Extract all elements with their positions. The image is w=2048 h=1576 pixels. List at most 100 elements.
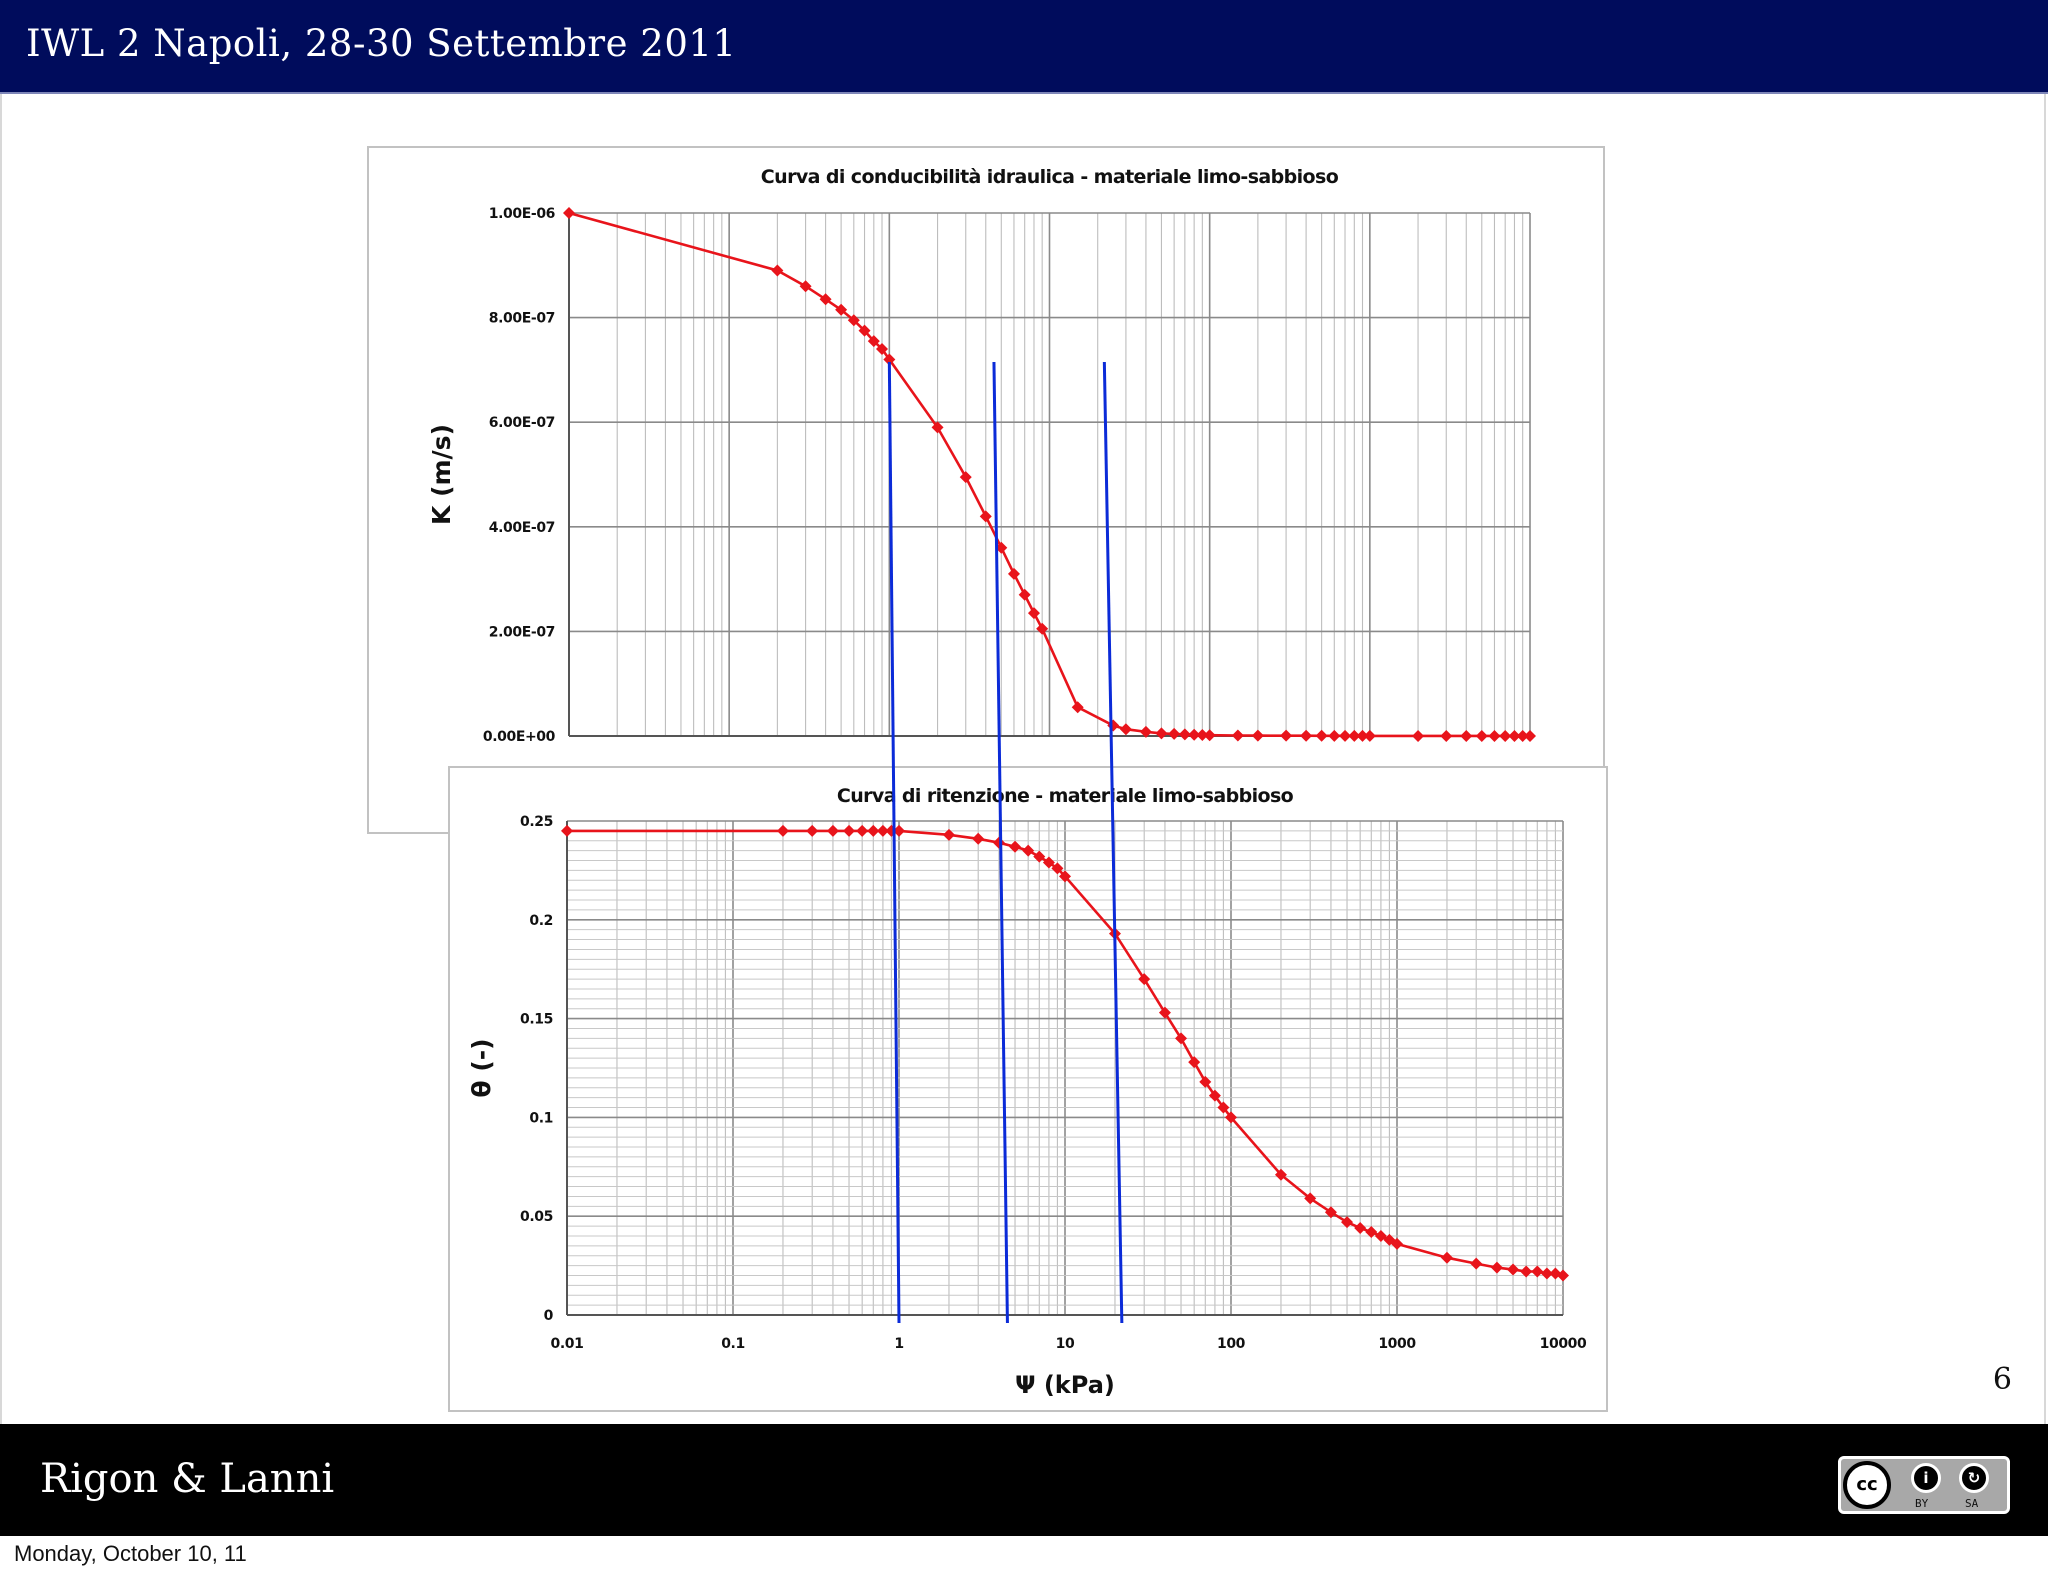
data-point — [1027, 607, 1040, 620]
data-point — [1304, 1192, 1317, 1205]
data-point — [1009, 840, 1022, 853]
sa-label: SA — [1965, 1497, 1979, 1510]
page-number: 6 — [1992, 1362, 2012, 1397]
data-point — [1440, 729, 1453, 742]
data-point — [1365, 1226, 1378, 1239]
data-point — [1440, 1251, 1453, 1264]
slide-title: IWL 2 Napoli, 28-30 Settembre 2011 — [26, 22, 737, 65]
data-point — [856, 824, 869, 837]
data-point — [1059, 870, 1071, 883]
data-point — [1168, 727, 1181, 740]
data-point — [1508, 729, 1521, 742]
x-tick-label: 1 — [894, 1336, 903, 1352]
data-point — [776, 824, 789, 837]
data-point — [1042, 856, 1055, 869]
marker-line — [992, 361, 1009, 1324]
data-point — [931, 421, 944, 434]
x-tick-label: 100 — [1217, 1336, 1246, 1352]
cc-by-sa-license-badge[interactable]: cc i ↻ BY SA — [1838, 1456, 2010, 1514]
date-text: Monday, October 10, 11 — [14, 1541, 247, 1566]
data-point — [959, 471, 972, 484]
data-point — [1158, 1006, 1171, 1019]
y-tick-label: 6.00E-07 — [489, 415, 555, 431]
data-point — [1531, 1265, 1544, 1278]
x-tick-label: 0.01 — [551, 1336, 584, 1352]
y-tick-label: 1.00E-06 — [489, 206, 555, 222]
data-point — [1339, 729, 1352, 742]
data-point — [1231, 729, 1244, 742]
x-tick-label: 0.1 — [721, 1336, 745, 1352]
data-point — [1036, 622, 1049, 635]
data-point — [1516, 729, 1529, 742]
data-point — [843, 824, 856, 837]
data-point — [561, 824, 573, 837]
data-point — [972, 832, 985, 845]
data-point — [847, 314, 860, 327]
data-point — [1203, 729, 1216, 742]
data-point — [1540, 1267, 1553, 1280]
data-point — [1470, 1257, 1483, 1270]
data-point — [1225, 1111, 1237, 1124]
data-point — [1363, 729, 1376, 742]
data-point — [1280, 729, 1293, 742]
by-label: BY — [1915, 1497, 1929, 1510]
marker-line — [887, 361, 901, 1324]
data-point — [1178, 728, 1191, 741]
data-point — [1208, 1089, 1221, 1102]
data-point — [806, 824, 819, 837]
data-point — [1071, 701, 1084, 714]
data-point — [1391, 1237, 1403, 1250]
retention-chart: 0 0.05 0.1 0.15 0.2 0.25 0.01 0.1 1 10 100 1000 1000… — [448, 766, 1608, 1412]
footer-authors: Rigon & Lanni — [40, 1456, 335, 1502]
marker-lines — [887, 361, 1124, 1324]
data-point — [1188, 728, 1201, 741]
data-point — [819, 293, 832, 306]
y-tick-label: 0.00E+00 — [483, 729, 556, 745]
data-point — [876, 342, 889, 355]
y-tick-label: 0.25 — [520, 814, 553, 830]
data-point — [1018, 588, 1031, 601]
y-tick-label: 8.00E-07 — [489, 311, 555, 327]
y-tick-label: 4.00E-07 — [489, 520, 555, 536]
x-tick-label: 10000 — [1540, 1336, 1587, 1352]
data-point — [1354, 1222, 1367, 1235]
data-point — [1139, 725, 1152, 738]
data-point — [1488, 729, 1501, 742]
data-point — [995, 541, 1008, 554]
data-point — [1356, 729, 1369, 742]
data-point — [876, 824, 889, 837]
conductivity-chart: 0.00E+00 2.00E-07 4.00E-07 6.00E-07 8.00E-07… — [427, 166, 1536, 745]
data-point — [1022, 844, 1035, 857]
data-point — [1460, 729, 1473, 742]
y-tick-label: 0.1 — [529, 1110, 553, 1126]
x-tick-label: 1000 — [1378, 1336, 1416, 1352]
y-tick-label: 0.15 — [520, 1012, 553, 1028]
data-point — [979, 510, 992, 523]
data-point — [1520, 1265, 1533, 1278]
data-point — [1557, 1269, 1569, 1282]
data-point — [1315, 729, 1328, 742]
data-point — [1341, 1216, 1354, 1229]
data-point — [1107, 719, 1120, 732]
x-axis-label: Ψ (kPa) — [1015, 1371, 1115, 1399]
data-point — [858, 324, 871, 337]
data-point — [883, 353, 896, 366]
slide-footer: Rigon & Lanni cc i ↻ BY SA — [0, 1424, 2048, 1536]
slide-header: IWL 2 Napoli, 28-30 Settembre 2011 — [0, 0, 2048, 94]
data-point — [799, 280, 812, 293]
data-point — [1374, 1229, 1387, 1242]
data-point — [1188, 1056, 1201, 1069]
attribution-person-icon: i — [1911, 1463, 1941, 1493]
chart-title: Curva di ritenzione - materiale limo-sab… — [837, 785, 1294, 807]
chart-title: Curva di conducibilità idraulica - mater… — [761, 166, 1339, 188]
data-point — [1251, 729, 1264, 742]
data-point — [942, 828, 955, 841]
y-tick-label: 0 — [544, 1308, 554, 1324]
data-point — [867, 335, 880, 348]
data-point — [1412, 729, 1425, 742]
data-point — [1033, 850, 1046, 863]
data-point — [1155, 727, 1168, 740]
data-point — [826, 824, 839, 837]
data-point — [1475, 729, 1488, 742]
